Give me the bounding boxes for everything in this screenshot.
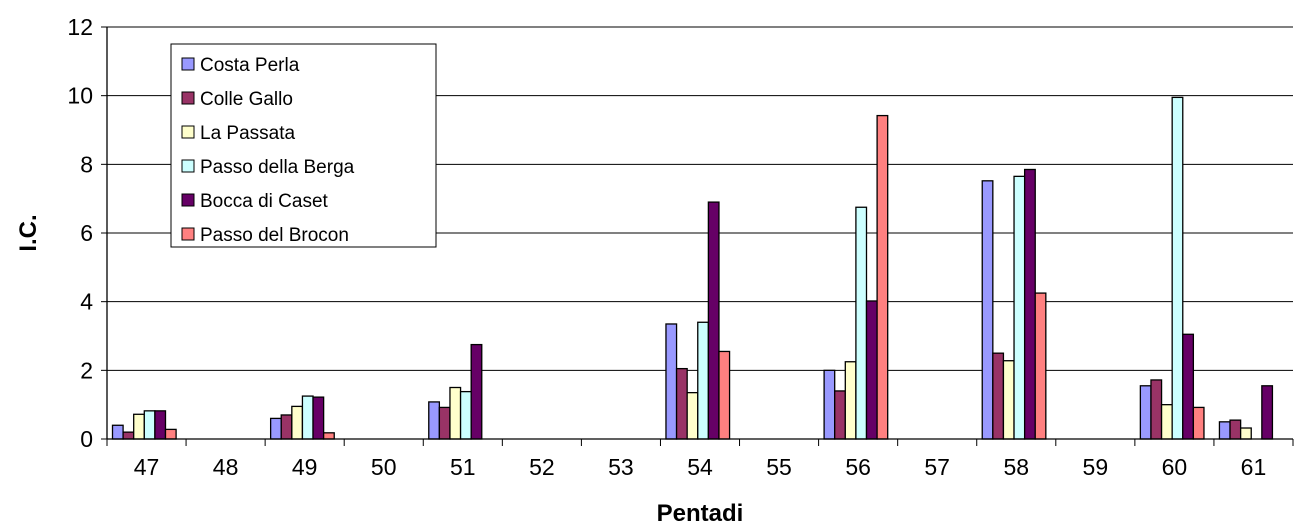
- bar: [322, 432, 335, 440]
- legend-label: Bocca di Caset: [200, 191, 329, 212]
- legend-swatch: [181, 125, 195, 139]
- x-tick-label: 58: [1003, 454, 1029, 480]
- y-tick-label: 2: [80, 357, 93, 383]
- bar: [269, 417, 282, 440]
- bar: [1182, 333, 1195, 440]
- bar: [133, 413, 145, 440]
- bar: [665, 323, 678, 440]
- x-tick-label: 47: [134, 454, 160, 480]
- bar: [1171, 96, 1184, 440]
- y-tick-label: 8: [80, 151, 93, 177]
- y-tick-label: 0: [80, 426, 93, 452]
- bar: [855, 206, 868, 440]
- x-axis-title: Pentadi: [657, 500, 744, 527]
- bar: [301, 395, 314, 440]
- legend-label: Colle Gallo: [200, 89, 293, 110]
- bar: [697, 321, 710, 440]
- axes: [106, 27, 1294, 446]
- bar: [122, 431, 135, 440]
- bar: [675, 367, 688, 440]
- legend-label: La Passata: [200, 123, 295, 144]
- bar: [1192, 406, 1205, 440]
- bar: [1239, 427, 1252, 440]
- y-tick-label: 10: [67, 83, 93, 109]
- x-tick-label: 51: [450, 454, 476, 480]
- bar: [291, 405, 304, 440]
- bar: [981, 180, 994, 440]
- bar: [470, 343, 483, 440]
- bar: [707, 201, 720, 440]
- bar: [1023, 168, 1036, 440]
- bar: [844, 361, 857, 440]
- bar: [865, 300, 878, 440]
- legend: Costa Perla Colle Gallo La Passata Passo de…: [170, 43, 437, 248]
- bar: [992, 352, 1005, 440]
- y-tick-label: 12: [67, 14, 93, 40]
- x-tick-label: 61: [1241, 454, 1267, 480]
- x-tick-label: 52: [529, 454, 555, 480]
- bar: [1261, 385, 1274, 440]
- bar: [312, 396, 325, 440]
- x-tick-label: 48: [213, 454, 239, 480]
- bar: [686, 391, 699, 440]
- bar: [1002, 360, 1015, 440]
- legend-label: Passo del Brocon: [200, 225, 349, 246]
- bar: [834, 390, 846, 440]
- legend-swatch: [181, 57, 195, 71]
- y-tick-label: 6: [80, 220, 93, 246]
- y-tick-labels: 0 2 4 6 8 10 12: [67, 14, 93, 452]
- bar: [164, 428, 177, 440]
- bar: [718, 350, 731, 440]
- bar: [449, 386, 462, 440]
- bars: [111, 96, 1274, 440]
- bar: [154, 410, 167, 440]
- bar: [823, 369, 836, 440]
- bar: [143, 410, 156, 440]
- x-tick-label: 59: [1083, 454, 1109, 480]
- bar: [428, 401, 441, 440]
- bar: [111, 424, 124, 440]
- bar: [1013, 175, 1026, 440]
- legend-label: Costa Perla: [200, 55, 300, 76]
- x-tick-label: 54: [687, 454, 713, 480]
- legend-swatch: [181, 193, 195, 207]
- bar: [280, 414, 293, 440]
- bar: [438, 406, 451, 440]
- x-tick-label: 60: [1162, 454, 1188, 480]
- bar: [1139, 385, 1152, 440]
- x-tick-labels: 47 48 49 50 51 52 53 54 55 56 57 58 59 60 61: [134, 454, 1267, 480]
- bar: [876, 114, 889, 440]
- bar: [1160, 404, 1173, 440]
- x-tick-label: 53: [608, 454, 634, 480]
- x-tick-label: 56: [845, 454, 871, 480]
- bar: [459, 390, 472, 440]
- legend-label: Passo della Berga: [200, 157, 355, 178]
- x-tick-label: 55: [766, 454, 792, 480]
- bar: [1034, 292, 1047, 440]
- bar: [1150, 379, 1163, 440]
- legend-swatch: [181, 159, 195, 173]
- bar: [1229, 419, 1242, 440]
- legend-box: [170, 43, 437, 248]
- y-tick-label: 4: [80, 289, 93, 315]
- legend-swatch: [181, 227, 195, 241]
- legend-swatch: [181, 91, 195, 105]
- x-tick-label: 57: [924, 454, 950, 480]
- bar: [1218, 421, 1231, 440]
- y-axis-title: I.C.: [15, 214, 42, 251]
- x-tick-label: 50: [371, 454, 397, 480]
- x-tick-label: 49: [292, 454, 318, 480]
